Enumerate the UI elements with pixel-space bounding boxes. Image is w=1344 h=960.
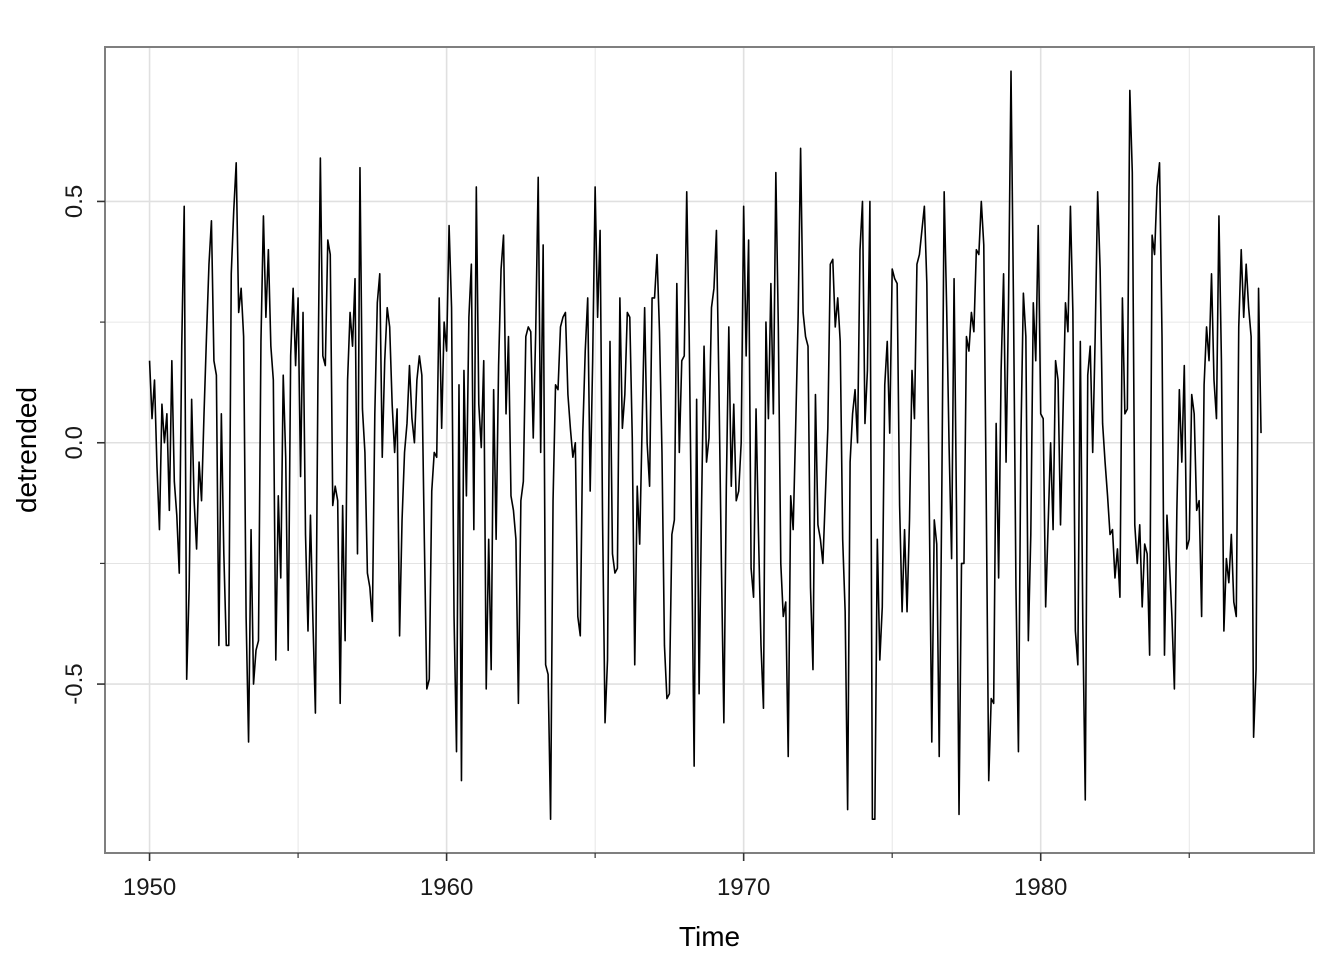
series-layer	[148, 70, 1262, 821]
series-line-0	[148, 70, 1262, 821]
y-axis-title: detrended	[11, 387, 42, 513]
y-axis: -0.5 0.0 0.5	[61, 185, 105, 705]
x-tick-label-3: 1980	[1014, 874, 1067, 901]
grid-lines	[105, 47, 1314, 853]
x-tick-label-0: 1950	[123, 874, 176, 901]
x-tick-label-2: 1970	[717, 874, 770, 901]
x-tick-label-1: 1960	[420, 874, 473, 901]
x-axis: 1950 1960 1970 1980	[123, 853, 1190, 901]
y-tick-label-2: 0.5	[61, 185, 88, 218]
x-axis-title: Time	[679, 921, 740, 952]
panel-border	[104, 46, 1315, 854]
y-tick-label-1: 0.0	[61, 426, 88, 459]
y-tick-label-0: -0.5	[61, 663, 88, 704]
